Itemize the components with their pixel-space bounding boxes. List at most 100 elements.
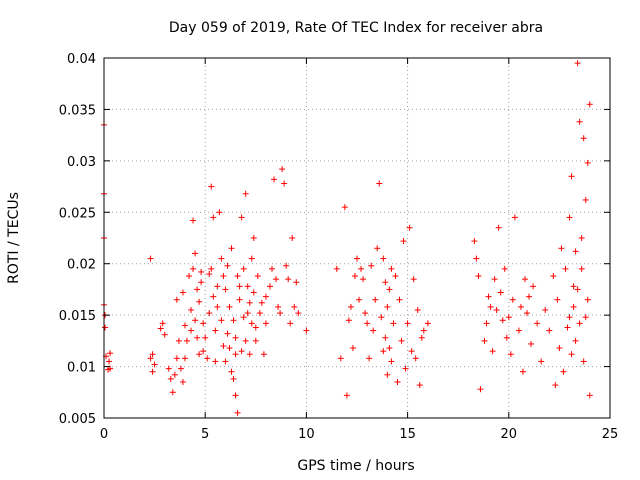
data-point bbox=[218, 317, 225, 324]
data-point bbox=[558, 245, 565, 252]
data-point bbox=[495, 224, 502, 231]
data-point bbox=[271, 176, 278, 183]
data-point bbox=[505, 314, 512, 321]
data-points bbox=[101, 60, 593, 416]
data-point bbox=[206, 271, 213, 277]
data-point bbox=[179, 289, 186, 296]
data-point bbox=[392, 273, 399, 280]
data-point bbox=[291, 303, 298, 310]
data-point bbox=[374, 245, 381, 252]
data-point bbox=[159, 320, 166, 327]
data-point bbox=[497, 289, 504, 296]
data-point bbox=[248, 255, 255, 262]
data-point bbox=[165, 365, 172, 372]
data-point bbox=[349, 345, 356, 352]
data-point bbox=[149, 368, 156, 375]
data-point bbox=[501, 265, 508, 272]
data-point bbox=[489, 348, 496, 355]
data-point bbox=[275, 303, 282, 310]
axis-ticks bbox=[103, 57, 611, 419]
x-tick-label: 20 bbox=[501, 427, 518, 442]
x-tick-label: 25 bbox=[602, 427, 619, 442]
data-point bbox=[534, 320, 541, 327]
data-point bbox=[347, 303, 354, 310]
data-point bbox=[354, 255, 360, 262]
data-point bbox=[517, 303, 524, 310]
data-point bbox=[562, 265, 569, 272]
data-point bbox=[177, 365, 184, 372]
data-point bbox=[481, 337, 488, 344]
data-point bbox=[226, 303, 233, 310]
data-point bbox=[574, 286, 581, 293]
data-point bbox=[493, 307, 500, 313]
data-point bbox=[200, 348, 207, 355]
data-point bbox=[408, 348, 415, 355]
data-point bbox=[173, 296, 180, 303]
data-point bbox=[260, 351, 267, 358]
data-point bbox=[578, 265, 585, 272]
data-point bbox=[204, 355, 211, 362]
data-point bbox=[208, 265, 215, 272]
data-point bbox=[398, 337, 405, 344]
data-point bbox=[528, 340, 535, 347]
data-point bbox=[188, 307, 195, 313]
data-point bbox=[222, 286, 229, 293]
data-point bbox=[552, 382, 559, 389]
data-point bbox=[246, 299, 253, 306]
plot-frame bbox=[103, 57, 611, 419]
data-point bbox=[580, 135, 587, 142]
data-point bbox=[356, 296, 363, 303]
data-point bbox=[386, 345, 393, 352]
data-point bbox=[196, 298, 203, 305]
data-point bbox=[511, 214, 518, 221]
data-point bbox=[232, 392, 239, 399]
data-point bbox=[238, 214, 245, 221]
data-point bbox=[384, 303, 391, 310]
data-point bbox=[107, 365, 114, 372]
data-point bbox=[390, 320, 397, 327]
data-point bbox=[198, 279, 205, 286]
data-point bbox=[360, 276, 367, 283]
data-point bbox=[167, 375, 174, 382]
data-point bbox=[246, 351, 253, 358]
data-point bbox=[382, 334, 389, 341]
data-point bbox=[564, 324, 571, 331]
data-point bbox=[244, 310, 251, 317]
data-point bbox=[574, 60, 581, 67]
data-point bbox=[183, 337, 190, 344]
data-point bbox=[242, 190, 249, 197]
data-point bbox=[406, 224, 413, 231]
x-tick-label: 15 bbox=[399, 427, 416, 442]
data-point bbox=[266, 283, 273, 290]
data-point bbox=[252, 324, 259, 331]
data-point bbox=[234, 273, 241, 280]
data-point bbox=[214, 303, 221, 310]
data-point bbox=[362, 310, 369, 317]
data-point bbox=[220, 273, 227, 280]
data-point bbox=[244, 283, 251, 290]
data-point bbox=[258, 299, 265, 306]
data-point bbox=[250, 235, 257, 241]
data-point bbox=[151, 361, 158, 368]
data-point bbox=[192, 317, 199, 324]
data-point bbox=[287, 320, 294, 327]
data-point bbox=[216, 209, 223, 216]
data-point bbox=[380, 348, 387, 355]
data-point bbox=[503, 334, 510, 341]
data-point bbox=[228, 368, 235, 375]
data-point bbox=[556, 345, 563, 352]
y-axis-title: ROTI / TECUs bbox=[6, 192, 22, 284]
data-point bbox=[281, 180, 288, 187]
data-point bbox=[578, 235, 585, 241]
data-point bbox=[232, 351, 239, 358]
data-point bbox=[169, 389, 176, 396]
data-point bbox=[538, 358, 545, 365]
data-point bbox=[210, 293, 217, 300]
data-point bbox=[568, 351, 575, 358]
data-point bbox=[366, 355, 373, 362]
data-point bbox=[295, 310, 302, 317]
data-point bbox=[515, 327, 522, 334]
data-point bbox=[285, 276, 292, 283]
y-tick-label: 0.03 bbox=[67, 155, 96, 170]
data-point bbox=[546, 327, 553, 334]
